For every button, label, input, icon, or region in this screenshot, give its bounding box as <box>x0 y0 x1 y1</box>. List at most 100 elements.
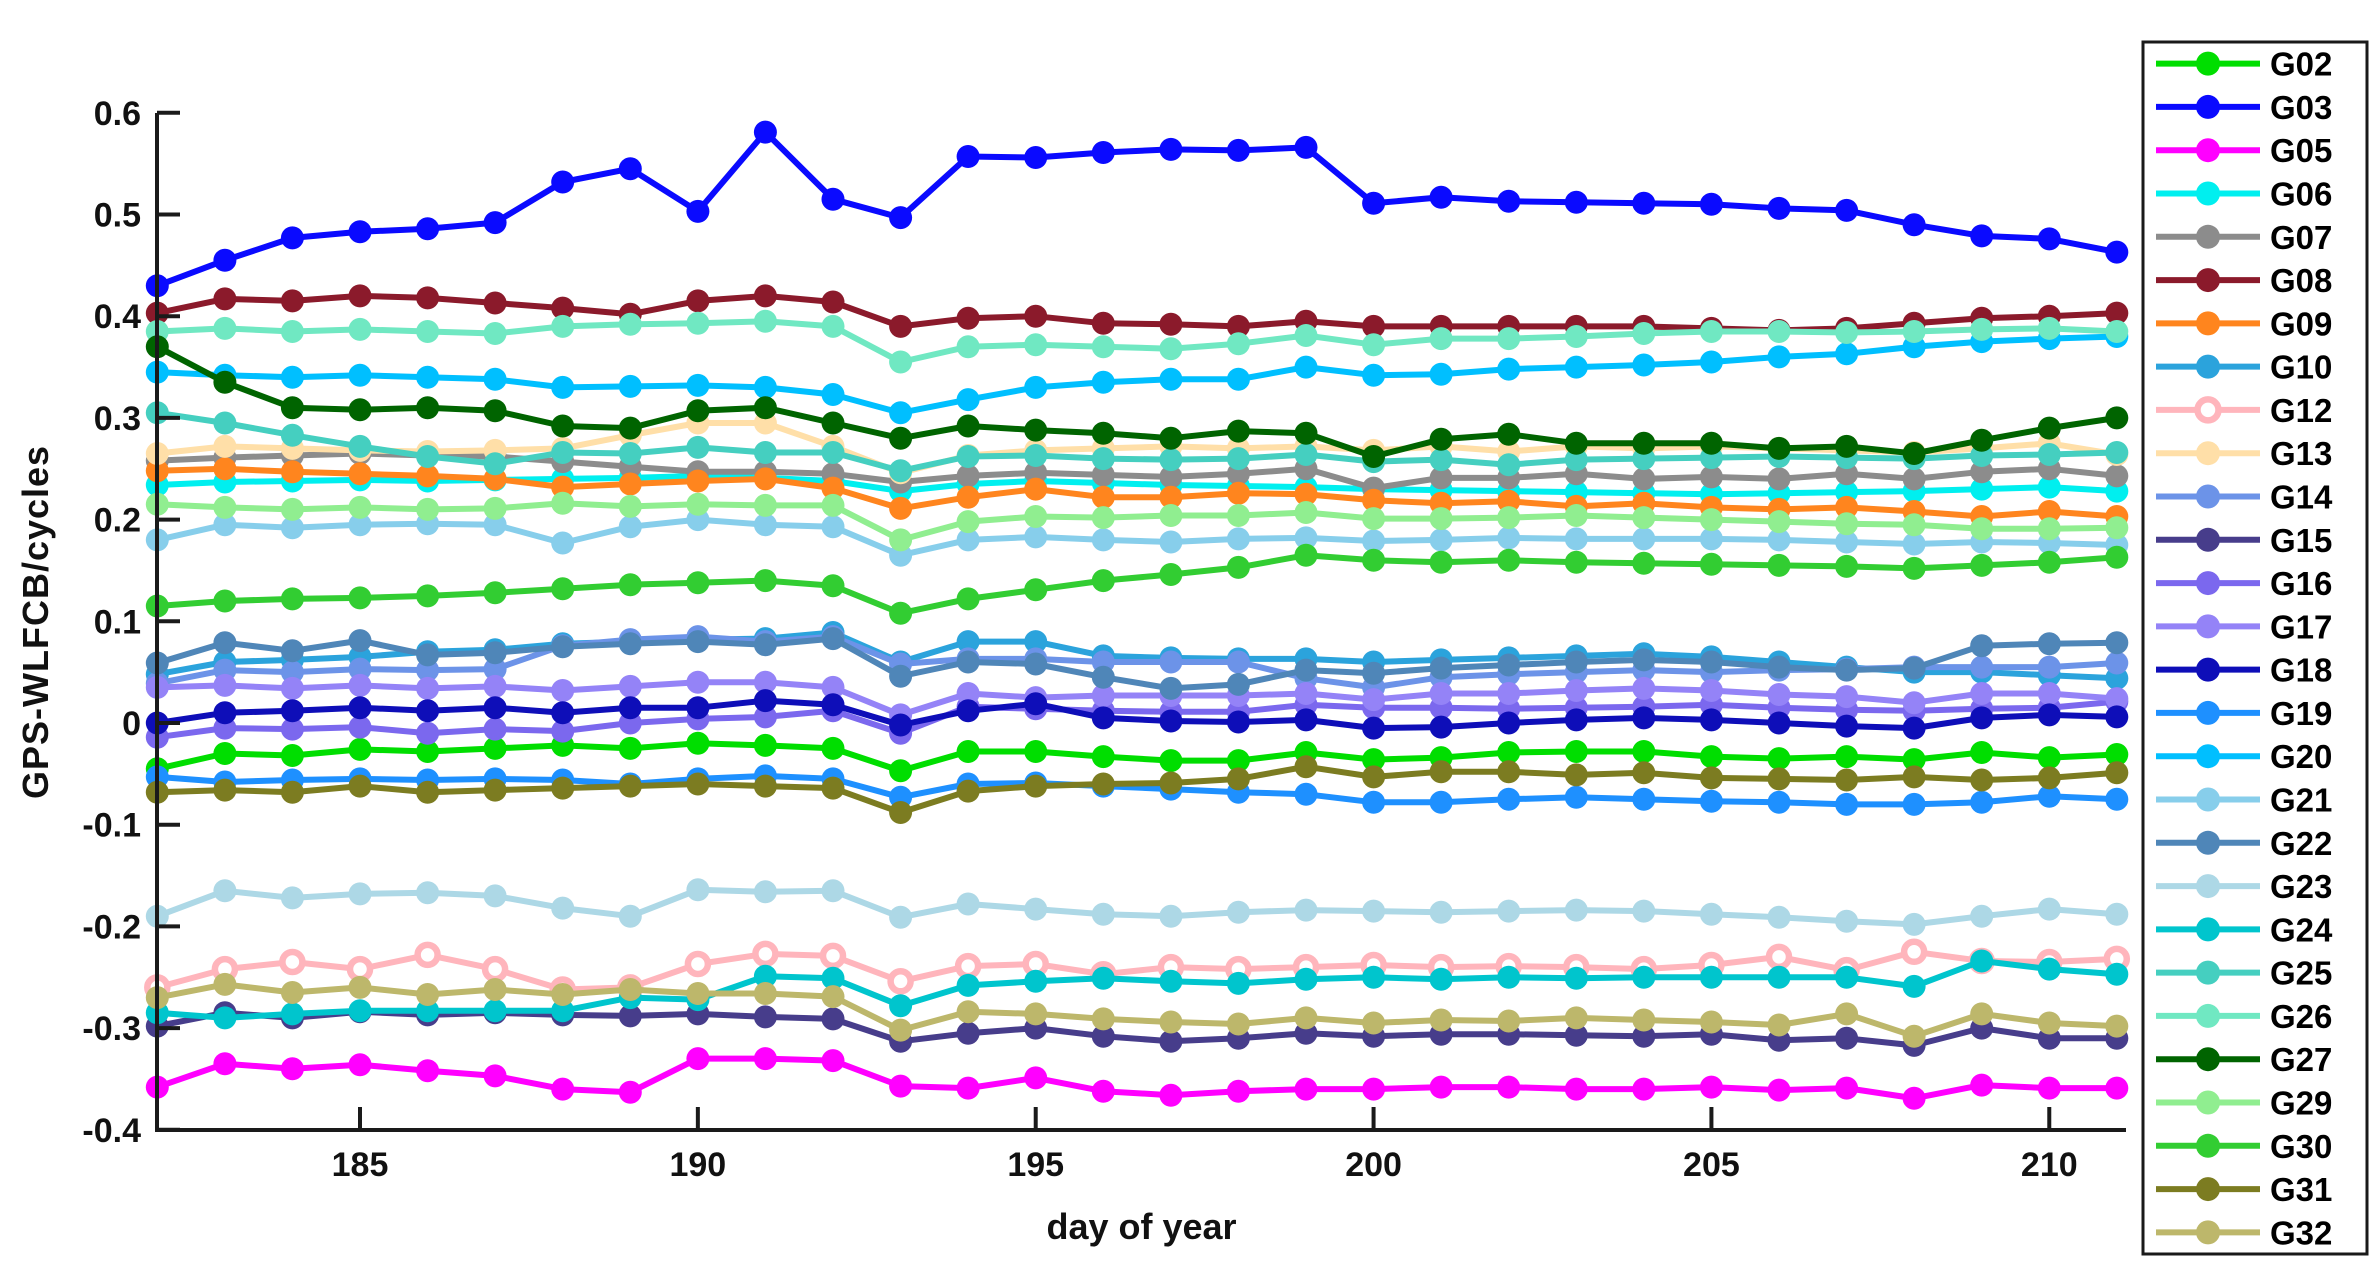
data-point-G24 <box>821 966 845 990</box>
legend-swatch-marker <box>2196 1177 2220 1202</box>
legend-entry-G25: G25 <box>2156 955 2332 992</box>
data-point-G08 <box>416 286 440 310</box>
data-point-G22 <box>1024 652 1048 676</box>
data-point-G02 <box>416 740 440 763</box>
data-point-G09 <box>686 469 710 493</box>
data-point-G29 <box>2037 517 2061 541</box>
data-point-G30 <box>686 571 710 595</box>
data-point-G26 <box>1226 332 1250 356</box>
data-point-G31 <box>1362 765 1386 789</box>
data-point-G31 <box>753 774 777 798</box>
x-tick-label: 200 <box>1345 1146 1402 1184</box>
data-point-G03 <box>1159 137 1183 161</box>
data-point-G22 <box>213 631 237 655</box>
data-point-G31 <box>416 780 440 804</box>
data-point-G15 <box>1564 1023 1588 1047</box>
legend-entry-label: G25 <box>2270 955 2332 992</box>
data-point-G05 <box>348 1053 372 1077</box>
data-point-G18 <box>1429 715 1453 739</box>
data-point-G24 <box>753 964 777 988</box>
data-point-G23 <box>416 881 440 905</box>
data-point-G32 <box>213 972 237 996</box>
data-point-G23 <box>280 886 304 910</box>
data-point-G20 <box>1226 367 1250 391</box>
data-point-G27 <box>483 399 507 423</box>
data-point-G29 <box>618 494 642 518</box>
data-point-G22 <box>416 643 440 667</box>
data-point-G26 <box>753 309 777 333</box>
data-point-G30 <box>1767 553 1791 577</box>
data-point-G27 <box>889 426 913 450</box>
data-point-G26 <box>1902 320 1926 343</box>
data-point-G12 <box>1900 938 1928 966</box>
legend-entry-G12: G12 <box>2156 392 2332 429</box>
legend-entry-label: G03 <box>2270 89 2332 126</box>
data-point-G08 <box>1091 311 1115 335</box>
data-point-G07 <box>1024 461 1048 485</box>
data-point-G18 <box>821 693 845 717</box>
data-point-G25 <box>280 423 304 447</box>
data-point-G18 <box>213 701 237 725</box>
legend-entry-G13: G13 <box>2156 435 2332 472</box>
data-point-G32 <box>889 1018 913 1042</box>
data-point-G26 <box>551 314 575 338</box>
data-point-G26 <box>889 350 913 374</box>
data-point-G18 <box>1159 709 1183 733</box>
data-point-G15 <box>821 1007 845 1031</box>
data-point-G20 <box>483 367 507 391</box>
data-point-G08 <box>1159 312 1183 336</box>
data-point-G03 <box>1362 191 1386 215</box>
data-point-G26 <box>280 320 304 343</box>
y-axis-label: GPS-WLFCB/cycles <box>15 444 56 799</box>
data-point-G08 <box>956 306 980 330</box>
series-line-G03 <box>154 129 2120 289</box>
data-point-G21 <box>1632 527 1656 551</box>
data-point-G18 <box>416 699 440 723</box>
series-G25 <box>145 401 2129 483</box>
data-point-G03 <box>1024 146 1048 169</box>
data-point-G25 <box>889 459 913 483</box>
data-point-G23 <box>1902 912 1926 936</box>
legend-entry-G21: G21 <box>2156 782 2332 819</box>
legend-swatch-marker <box>2196 441 2220 466</box>
legend-swatch-marker <box>2196 960 2220 985</box>
series-G21 <box>145 508 2129 567</box>
data-point-G09 <box>416 464 440 488</box>
data-point-G18 <box>1835 714 1859 738</box>
data-point-G23 <box>1294 898 1318 922</box>
data-point-G09 <box>551 475 575 499</box>
data-point-G21 <box>1699 527 1723 551</box>
data-point-G26 <box>1835 321 1859 344</box>
data-point-G29 <box>1024 505 1048 528</box>
data-point-G18 <box>348 696 372 720</box>
data-point-G20 <box>1024 375 1048 399</box>
data-point-G27 <box>1226 419 1250 443</box>
data-point-G26 <box>213 316 237 340</box>
data-point-G05 <box>416 1059 440 1083</box>
data-point-G32 <box>1835 1002 1859 1026</box>
data-point-G16 <box>280 717 304 741</box>
data-point-G30 <box>483 581 507 605</box>
data-point-G02 <box>1024 740 1048 763</box>
legend-entry-G32: G32 <box>2156 1214 2332 1251</box>
data-point-G08 <box>280 289 304 313</box>
data-point-G15 <box>1835 1026 1859 1050</box>
data-point-G25 <box>821 441 845 464</box>
data-point-G02 <box>1226 749 1250 773</box>
data-point-G08 <box>1226 314 1250 338</box>
data-point-G21 <box>1497 526 1521 550</box>
data-point-G30 <box>618 573 642 597</box>
data-point-G19 <box>1632 787 1656 811</box>
data-point-G32 <box>1699 1010 1723 1034</box>
data-point-G31 <box>686 772 710 796</box>
data-point-G09 <box>889 496 913 520</box>
data-point-G26 <box>2105 320 2129 343</box>
legend-entry-label: G32 <box>2270 1214 2332 1251</box>
data-point-G31 <box>1632 761 1656 785</box>
data-point-G21 <box>753 513 777 537</box>
data-point-G22 <box>753 633 777 657</box>
series-G18 <box>145 689 2129 740</box>
series-G20 <box>145 325 2129 425</box>
legend-swatch-marker <box>2196 830 2220 855</box>
x-tick-label: 185 <box>332 1146 389 1184</box>
